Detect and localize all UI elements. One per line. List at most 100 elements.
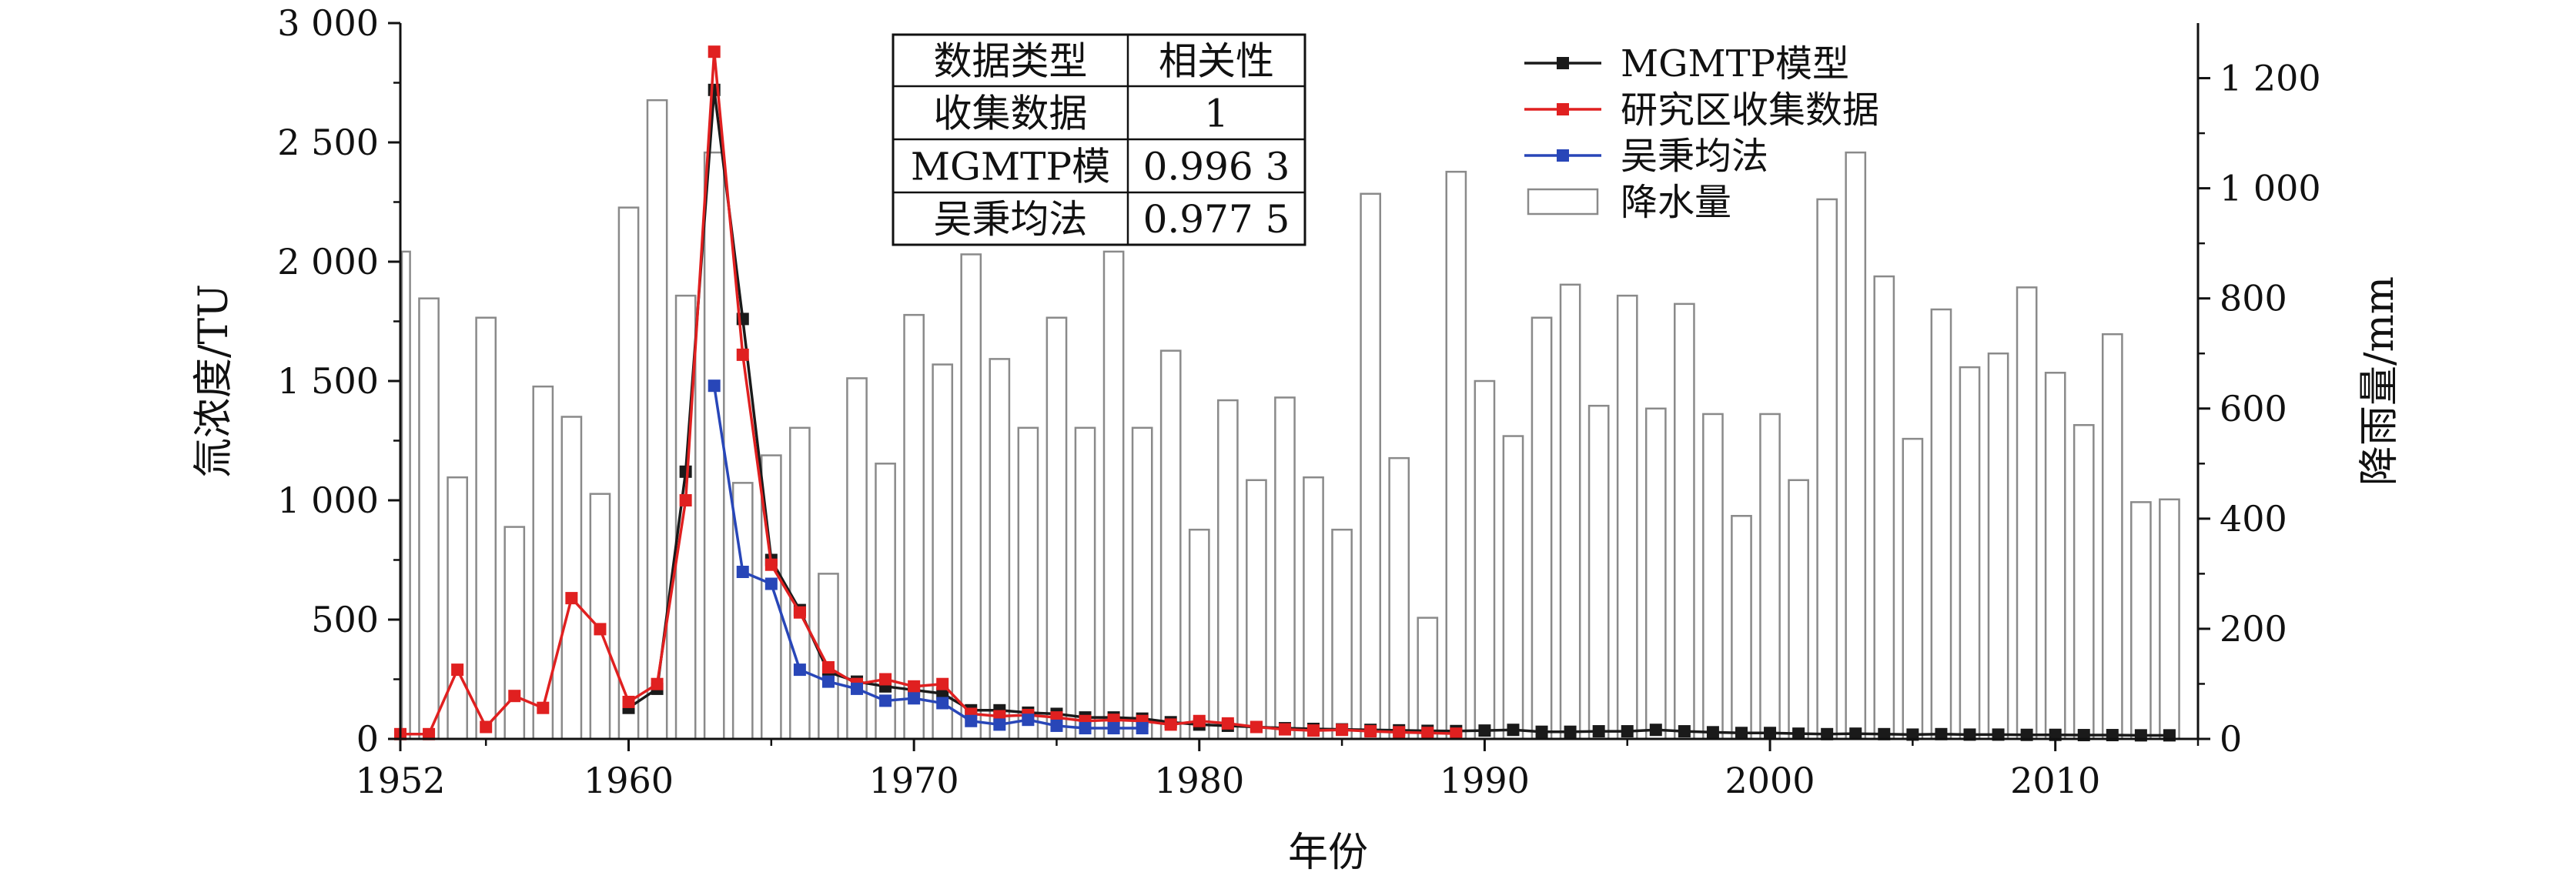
precipitation-bar xyxy=(1930,308,1952,740)
precipitation-bar xyxy=(1102,250,1125,740)
series-point xyxy=(1792,727,1805,740)
y-left-tick-label: 2 000 xyxy=(277,241,379,282)
table-cell: 0.977 5 xyxy=(1143,197,1290,242)
precipitation-bar xyxy=(1017,426,1039,740)
series-point xyxy=(793,663,806,677)
precipitation-bar xyxy=(617,206,640,740)
precipitation-bar xyxy=(989,358,1011,740)
series-point xyxy=(936,687,949,700)
precipitation-bar xyxy=(1702,413,1724,740)
precipitation-bar xyxy=(589,493,611,740)
y-left-tick-label: 500 xyxy=(311,599,379,640)
series-point xyxy=(1250,720,1263,734)
series-point xyxy=(764,577,778,590)
legend-marker xyxy=(1557,149,1569,162)
series-point xyxy=(1764,727,1777,740)
series-point xyxy=(1935,727,1948,740)
precipitation-bar xyxy=(1074,426,1096,740)
series-point xyxy=(1535,725,1548,738)
series-point xyxy=(936,697,949,710)
legend-label: 吴秉均法 xyxy=(1621,135,1768,178)
table-header-cell: 数据类型 xyxy=(934,39,1088,84)
precipitation-bar xyxy=(1531,316,1553,740)
precipitation-bar xyxy=(2130,501,2152,740)
x-axis-title: 年份 xyxy=(1288,830,1368,876)
precipitation-bar xyxy=(960,253,982,740)
x-tick-label: 2000 xyxy=(1725,760,1815,801)
series-point xyxy=(851,682,864,695)
y-left-tick-label: 1 000 xyxy=(277,480,379,521)
x-tick-label: 1990 xyxy=(1440,760,1530,801)
series-point xyxy=(1735,727,1748,740)
precipitation-bar xyxy=(1131,426,1153,740)
precipitation-bar xyxy=(1246,479,1267,740)
series-point xyxy=(1992,728,2005,741)
precipitation-bar xyxy=(418,297,440,740)
y-left-tick-label: 1 500 xyxy=(277,360,379,402)
series-point xyxy=(1107,722,1120,735)
series-point xyxy=(821,661,835,673)
precipitation-bars xyxy=(400,99,2180,740)
legend-marker xyxy=(1557,103,1569,115)
x-tick-label: 1960 xyxy=(584,760,674,801)
series-point xyxy=(1878,727,1891,740)
series-point xyxy=(1849,727,1862,740)
series-point xyxy=(1193,714,1206,727)
precipitation-bar xyxy=(1902,437,1924,740)
y-right-tick-label: 0 xyxy=(2220,718,2242,760)
precipitation-bar xyxy=(1616,294,1638,740)
series-point xyxy=(651,677,664,690)
series-point xyxy=(679,494,692,506)
y-right-tick-label: 600 xyxy=(2220,388,2287,429)
precipitation-bar xyxy=(1188,528,1210,740)
series-point xyxy=(708,379,721,393)
series-point xyxy=(1050,719,1063,732)
x-tick-label: 1970 xyxy=(869,760,959,801)
legend-label: MGMTP模型 xyxy=(1621,42,1849,85)
series-point xyxy=(965,714,978,727)
series-point xyxy=(1678,725,1691,738)
series-point xyxy=(1478,724,1491,737)
precipitation-bar xyxy=(400,250,411,740)
precipitation-bar xyxy=(1587,404,1610,740)
series-point xyxy=(622,695,635,708)
precipitation-bar xyxy=(1845,151,1867,740)
precipitation-bar xyxy=(2101,333,2123,740)
precipitation-bar xyxy=(1873,275,1895,740)
precipitation-bar xyxy=(1759,413,1781,740)
precipitation-bar xyxy=(1445,170,1467,740)
series-point xyxy=(1821,727,1834,740)
precipitation-bar xyxy=(1502,435,1524,740)
precipitation-bar xyxy=(2073,423,2095,740)
precipitation-bar xyxy=(1303,476,1324,740)
y-right-tick-label: 200 xyxy=(2220,608,2287,650)
precipitation-bar xyxy=(503,526,526,740)
precipitation-bar xyxy=(875,463,896,740)
precipitation-bar xyxy=(1559,283,1581,740)
series-point xyxy=(480,720,493,734)
y-left-axis-title: 氚浓度/TU xyxy=(191,284,237,478)
series-point xyxy=(764,558,778,571)
series-point xyxy=(1278,723,1291,736)
series-point xyxy=(1022,714,1035,727)
series-point xyxy=(908,680,921,693)
series-point xyxy=(936,677,949,690)
precipitation-bar xyxy=(2044,372,2066,740)
series-point xyxy=(879,694,892,707)
series-point xyxy=(1079,722,1092,735)
series-point xyxy=(1507,724,1520,737)
series-point xyxy=(1421,727,1434,740)
table-cell: 吴秉均法 xyxy=(934,197,1088,242)
series-point xyxy=(1136,722,1149,735)
series-point xyxy=(1963,728,1976,741)
series-point xyxy=(736,566,749,578)
series-point xyxy=(793,606,806,619)
series-point xyxy=(1592,725,1605,738)
series-point xyxy=(879,673,892,686)
precipitation-bar xyxy=(447,476,468,740)
y-left-tick-label: 2 500 xyxy=(277,122,379,163)
precipitation-bar xyxy=(1474,379,1496,740)
